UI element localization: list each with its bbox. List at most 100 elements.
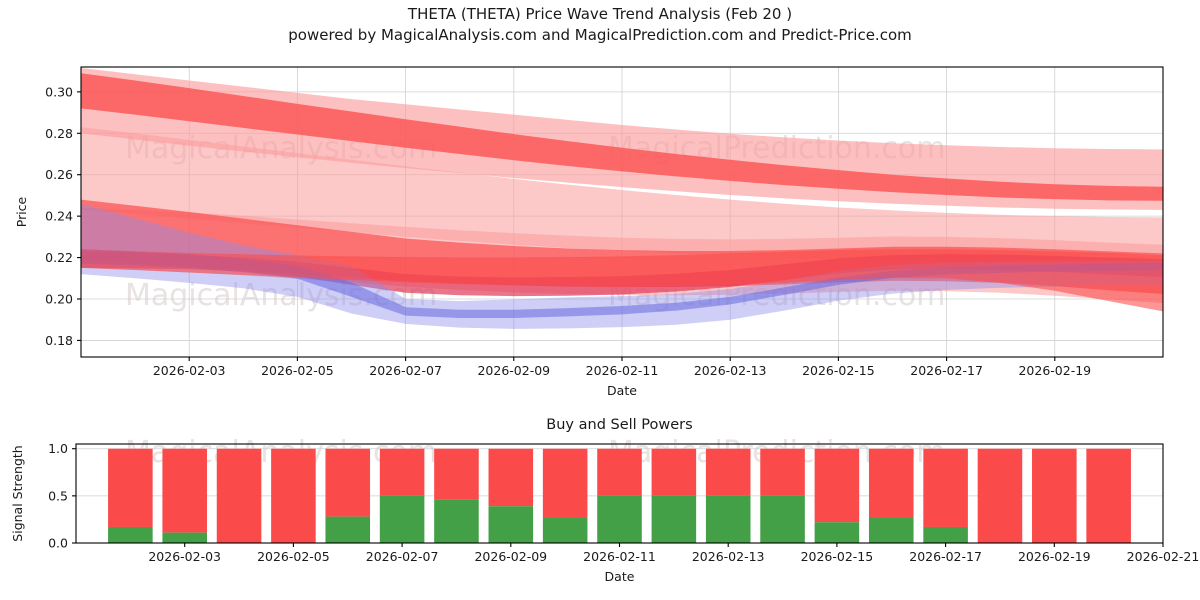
ytick-label: 0.26 xyxy=(45,167,73,182)
sell-power-bar xyxy=(705,448,751,496)
ytick-label: 0.18 xyxy=(45,333,73,348)
sell-power-bar xyxy=(216,448,262,543)
xtick-label: 2026-02-09 xyxy=(477,363,550,378)
power-bar-group xyxy=(760,448,805,543)
ytick-label: 0.24 xyxy=(45,209,73,224)
sell-power-bar xyxy=(1086,448,1131,543)
xtick-label: 2026-02-05 xyxy=(257,549,330,564)
band-support-band-blue-outer xyxy=(81,203,1163,329)
power-bar-group xyxy=(651,448,697,543)
xtick-label: 2026-02-13 xyxy=(694,363,767,378)
power-bar-group xyxy=(705,448,751,543)
sell-power-bar xyxy=(379,448,425,496)
power-bar-group xyxy=(108,448,153,543)
xtick-label: 2026-02-11 xyxy=(586,363,659,378)
sell-power-bar xyxy=(651,448,697,496)
price-ticks: 0.18 0.20 0.22 0.24 0.26 0.28 0.30 2026-02-03 20… xyxy=(45,84,1091,378)
sell-power-bar xyxy=(271,448,316,543)
powers-ticks: 0.0 0.5 1.0 2026-02-03 2026-02-05 2026-02-07 2… xyxy=(48,441,1199,564)
buy-power-bar xyxy=(488,506,534,543)
power-bar-group xyxy=(1032,448,1077,543)
power-bar-group xyxy=(542,448,588,543)
ytick-label: 0.30 xyxy=(45,84,73,99)
sell-power-bar xyxy=(597,448,642,496)
xtick-label: 2026-02-17 xyxy=(909,549,982,564)
powers-panel: Buy and Sell Powers 0.0 0.5 1.0 2026-02-03 20… xyxy=(10,417,1199,584)
buy-power-bar xyxy=(434,499,479,543)
price-bands xyxy=(81,68,1163,329)
sell-power-bar xyxy=(162,448,207,533)
xtick-label: 2026-02-07 xyxy=(369,363,442,378)
sell-power-bar xyxy=(434,448,479,500)
power-bar-group xyxy=(216,448,262,543)
chart-subtitle: powered by MagicalAnalysis.com and Magic… xyxy=(288,26,912,44)
ytick-label: 0.28 xyxy=(45,126,73,141)
band-upper-core-band xyxy=(81,73,1163,201)
xtick-label: 2026-02-21 xyxy=(1127,549,1200,564)
ytick-label: 1.0 xyxy=(48,441,68,456)
xtick-label: 2026-02-05 xyxy=(261,363,334,378)
buy-power-bar xyxy=(705,495,751,543)
price-panel: 0.18 0.20 0.22 0.24 0.26 0.28 0.30 2026-02-03 20… xyxy=(14,66,1164,398)
ytick-label: 0.5 xyxy=(48,488,68,503)
power-bar-group xyxy=(325,448,371,543)
buy-power-bar xyxy=(760,495,805,543)
buy-power-bar xyxy=(325,516,371,543)
xtick-label: 2026-02-03 xyxy=(153,363,226,378)
ytick-label: 0.0 xyxy=(48,536,68,551)
power-bar-group xyxy=(814,448,860,543)
xtick-label: 2026-02-07 xyxy=(366,549,439,564)
buy-power-bar xyxy=(162,532,207,543)
sell-power-bar xyxy=(108,448,153,527)
xtick-label: 2026-02-15 xyxy=(801,549,874,564)
sell-power-bar xyxy=(923,448,968,527)
sell-power-bar xyxy=(814,448,860,523)
xtick-label: 2026-02-03 xyxy=(148,549,221,564)
power-bar-group xyxy=(162,448,207,543)
buy-power-bar xyxy=(379,495,425,543)
power-bar-group xyxy=(271,448,316,543)
buy-power-bar xyxy=(651,495,697,543)
sell-power-bar xyxy=(760,448,805,496)
page-title: THETA (THETA) Price Wave Trend Analysis … xyxy=(0,4,1200,46)
power-bar-group xyxy=(379,448,425,543)
sell-power-bar xyxy=(977,448,1023,543)
power-bar-group xyxy=(868,448,914,543)
band-terminal-sell-box xyxy=(81,249,1163,312)
price-xaxis-title: Date xyxy=(607,383,637,398)
sell-power-bar xyxy=(325,448,371,517)
xtick-label: 2026-02-09 xyxy=(474,549,547,564)
buy-power-bar xyxy=(923,526,968,543)
sell-power-bar xyxy=(1032,448,1077,543)
xtick-label: 2026-02-19 xyxy=(1018,549,1091,564)
chart-title: THETA (THETA) Price Wave Trend Analysis … xyxy=(407,5,793,23)
price-yaxis-title: Price xyxy=(14,196,29,227)
powers-xaxis-title: Date xyxy=(605,569,635,584)
buy-power-bar xyxy=(108,526,153,543)
xtick-label: 2026-02-15 xyxy=(802,363,875,378)
power-bars xyxy=(108,448,1131,543)
buy-power-bar xyxy=(597,495,642,543)
xtick-label: 2026-02-11 xyxy=(583,549,656,564)
power-bar-group xyxy=(977,448,1023,543)
sell-power-bar xyxy=(868,448,914,518)
sell-power-bar xyxy=(542,448,588,518)
power-bar-group xyxy=(923,448,968,543)
xtick-label: 2026-02-13 xyxy=(692,549,765,564)
buy-power-bar xyxy=(868,517,914,543)
ytick-label: 0.22 xyxy=(45,250,73,265)
buy-power-bar xyxy=(542,517,588,543)
power-bar-group xyxy=(434,448,479,543)
sell-power-bar xyxy=(488,448,534,507)
xtick-label: 2026-02-17 xyxy=(910,363,983,378)
power-bar-group xyxy=(1086,448,1131,543)
power-bar-group xyxy=(488,448,534,543)
xtick-label: 2026-02-19 xyxy=(1018,363,1091,378)
ytick-label: 0.20 xyxy=(45,292,73,307)
powers-yaxis-title: Signal Strength xyxy=(10,445,25,541)
buy-power-bar xyxy=(814,522,860,543)
powers-title: Buy and Sell Powers xyxy=(546,417,692,433)
power-bar-group xyxy=(597,448,642,543)
